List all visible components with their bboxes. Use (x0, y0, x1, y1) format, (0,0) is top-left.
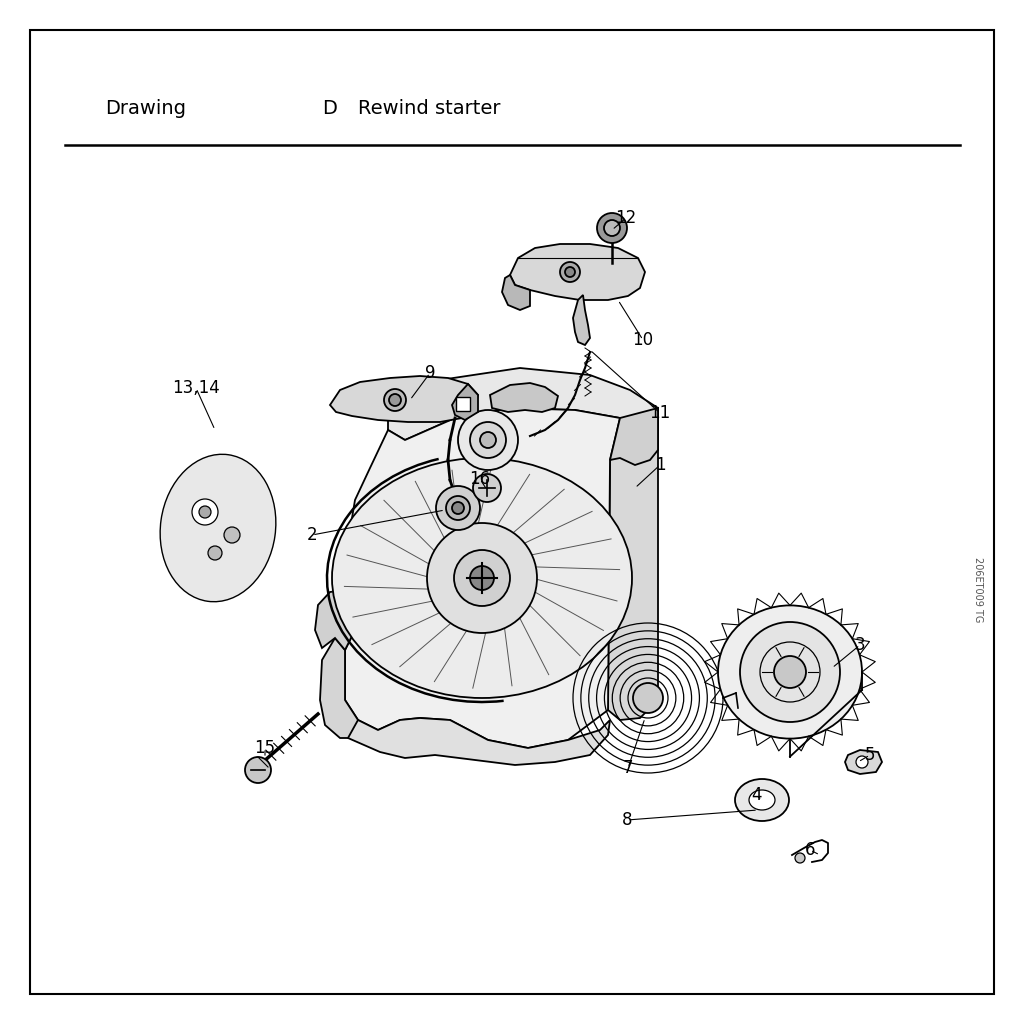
Circle shape (384, 389, 406, 411)
Text: 2: 2 (306, 526, 317, 544)
Circle shape (193, 499, 218, 525)
Circle shape (774, 656, 806, 688)
Polygon shape (388, 368, 658, 440)
Circle shape (633, 683, 663, 713)
Text: 3: 3 (855, 636, 865, 654)
Text: 16: 16 (469, 470, 490, 488)
Circle shape (446, 496, 470, 520)
Circle shape (795, 853, 805, 863)
Text: 11: 11 (649, 404, 671, 422)
Circle shape (565, 267, 575, 278)
Circle shape (454, 550, 510, 606)
Text: D: D (322, 98, 337, 118)
Circle shape (470, 422, 506, 458)
Circle shape (224, 527, 240, 543)
Circle shape (436, 486, 480, 530)
Circle shape (560, 262, 580, 282)
Text: 10: 10 (633, 331, 653, 349)
Text: 8: 8 (622, 811, 632, 829)
Polygon shape (315, 590, 360, 650)
Text: 6: 6 (805, 841, 815, 859)
Text: 1: 1 (654, 456, 666, 474)
Text: 13,14: 13,14 (172, 379, 220, 397)
Text: 206ET009 TG: 206ET009 TG (973, 557, 983, 623)
Text: 12: 12 (615, 209, 637, 227)
Ellipse shape (735, 779, 790, 821)
Polygon shape (573, 295, 590, 345)
Circle shape (740, 622, 840, 722)
Bar (456, 397, 470, 411)
Polygon shape (490, 383, 558, 412)
Polygon shape (510, 244, 645, 300)
Polygon shape (345, 408, 620, 748)
Text: 5: 5 (864, 746, 876, 764)
Ellipse shape (160, 455, 275, 602)
Text: 9: 9 (425, 364, 435, 382)
Circle shape (473, 474, 501, 502)
Circle shape (199, 506, 211, 518)
Circle shape (604, 220, 620, 236)
Circle shape (245, 757, 271, 783)
Polygon shape (845, 750, 882, 774)
Ellipse shape (332, 458, 632, 698)
Circle shape (470, 566, 494, 590)
Polygon shape (345, 718, 610, 765)
Circle shape (427, 523, 537, 633)
Polygon shape (608, 408, 658, 720)
Text: 4: 4 (751, 786, 761, 804)
Circle shape (458, 410, 518, 470)
Circle shape (856, 756, 868, 768)
Text: 7: 7 (623, 759, 633, 777)
Ellipse shape (749, 790, 775, 810)
Polygon shape (502, 275, 530, 310)
Circle shape (208, 546, 222, 560)
Circle shape (452, 502, 464, 514)
Text: 15: 15 (254, 739, 275, 757)
Ellipse shape (718, 605, 862, 738)
Text: Drawing: Drawing (105, 98, 186, 118)
Polygon shape (330, 376, 478, 422)
Polygon shape (319, 638, 358, 738)
Text: Rewind starter: Rewind starter (358, 98, 501, 118)
Polygon shape (610, 408, 658, 465)
Circle shape (480, 432, 496, 449)
Polygon shape (452, 384, 478, 420)
Circle shape (597, 213, 627, 243)
Circle shape (389, 394, 401, 406)
